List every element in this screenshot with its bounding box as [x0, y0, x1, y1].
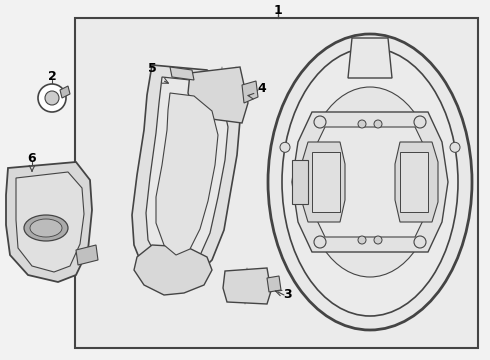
Text: 1: 1: [273, 4, 282, 17]
Circle shape: [450, 142, 460, 152]
Bar: [292, 160, 308, 204]
Polygon shape: [223, 268, 271, 304]
Bar: [400, 152, 428, 212]
Polygon shape: [242, 81, 258, 103]
Polygon shape: [188, 67, 248, 123]
Polygon shape: [267, 276, 281, 292]
Text: 6: 6: [28, 152, 36, 165]
Ellipse shape: [30, 219, 62, 237]
Circle shape: [38, 84, 66, 112]
Polygon shape: [134, 245, 212, 295]
Circle shape: [314, 116, 326, 128]
Ellipse shape: [305, 87, 435, 277]
Bar: [312, 152, 340, 212]
Polygon shape: [16, 172, 84, 272]
Polygon shape: [348, 38, 392, 78]
Ellipse shape: [282, 48, 458, 316]
Ellipse shape: [268, 34, 472, 330]
Circle shape: [414, 116, 426, 128]
Circle shape: [45, 91, 59, 105]
Text: 5: 5: [147, 62, 156, 75]
Circle shape: [280, 142, 290, 152]
Polygon shape: [60, 86, 70, 98]
Ellipse shape: [24, 215, 68, 241]
Polygon shape: [308, 127, 432, 237]
Polygon shape: [132, 65, 240, 285]
Circle shape: [414, 236, 426, 248]
Circle shape: [358, 236, 366, 244]
Circle shape: [374, 120, 382, 128]
Polygon shape: [302, 142, 345, 222]
Text: 4: 4: [258, 81, 267, 95]
Text: 2: 2: [48, 69, 56, 82]
Text: 3: 3: [284, 288, 293, 302]
Polygon shape: [292, 112, 448, 252]
Polygon shape: [146, 77, 228, 273]
Polygon shape: [395, 142, 438, 222]
Polygon shape: [170, 67, 194, 80]
Polygon shape: [6, 162, 92, 282]
Polygon shape: [156, 93, 218, 255]
Circle shape: [358, 120, 366, 128]
Bar: [75, 18, 478, 348]
Circle shape: [314, 236, 326, 248]
Circle shape: [374, 236, 382, 244]
Polygon shape: [76, 245, 98, 265]
